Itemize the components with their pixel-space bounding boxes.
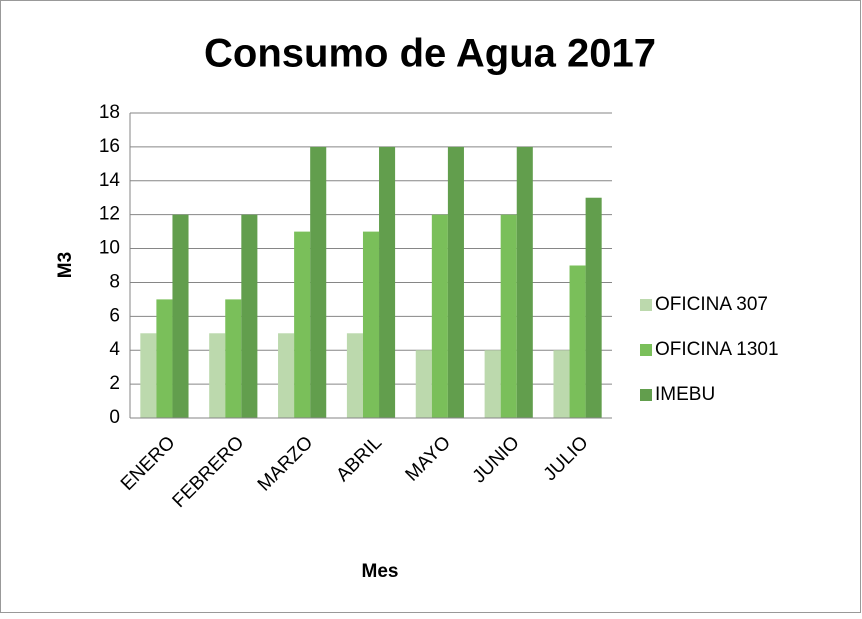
y-tick-label: 0	[109, 407, 120, 428]
y-tick-label: 16	[99, 136, 120, 157]
bar	[278, 333, 295, 418]
bar	[362, 231, 380, 418]
y-tick-label: 14	[99, 170, 121, 191]
bar	[294, 231, 311, 418]
bar	[516, 146, 533, 418]
bar	[585, 197, 602, 418]
y-tick-label: 10	[99, 238, 120, 259]
y-tick-label: 4	[109, 339, 120, 360]
bar	[569, 265, 586, 418]
bar	[225, 299, 242, 418]
x-axis-label: Mes	[362, 561, 399, 582]
legend-swatch	[640, 299, 652, 311]
bar	[156, 299, 173, 418]
y-tick-label: 18	[99, 102, 120, 123]
bar	[346, 333, 363, 418]
legend-label: OFICINA 307	[655, 294, 768, 315]
legend-swatch	[640, 389, 652, 401]
bar	[379, 146, 396, 418]
y-axis-label: M3	[55, 252, 76, 278]
chart-title: Consumo de Agua 2017	[204, 32, 656, 76]
legend-label: OFICINA 1301	[655, 339, 779, 360]
bar	[484, 350, 501, 418]
bar	[310, 146, 327, 418]
bar	[553, 350, 570, 418]
bar	[172, 214, 189, 418]
y-tick-label: 12	[99, 204, 120, 225]
y-tick-label: 6	[109, 305, 120, 326]
bar	[447, 146, 464, 418]
bar	[241, 214, 258, 418]
bar	[500, 214, 517, 418]
bar	[431, 214, 448, 418]
legend-label: IMEBU	[655, 384, 715, 405]
legend-swatch	[640, 344, 652, 356]
bar	[415, 350, 432, 418]
y-tick-label: 2	[109, 373, 120, 394]
bar	[209, 333, 226, 418]
bar	[140, 333, 157, 418]
y-tick-label: 8	[109, 271, 120, 292]
